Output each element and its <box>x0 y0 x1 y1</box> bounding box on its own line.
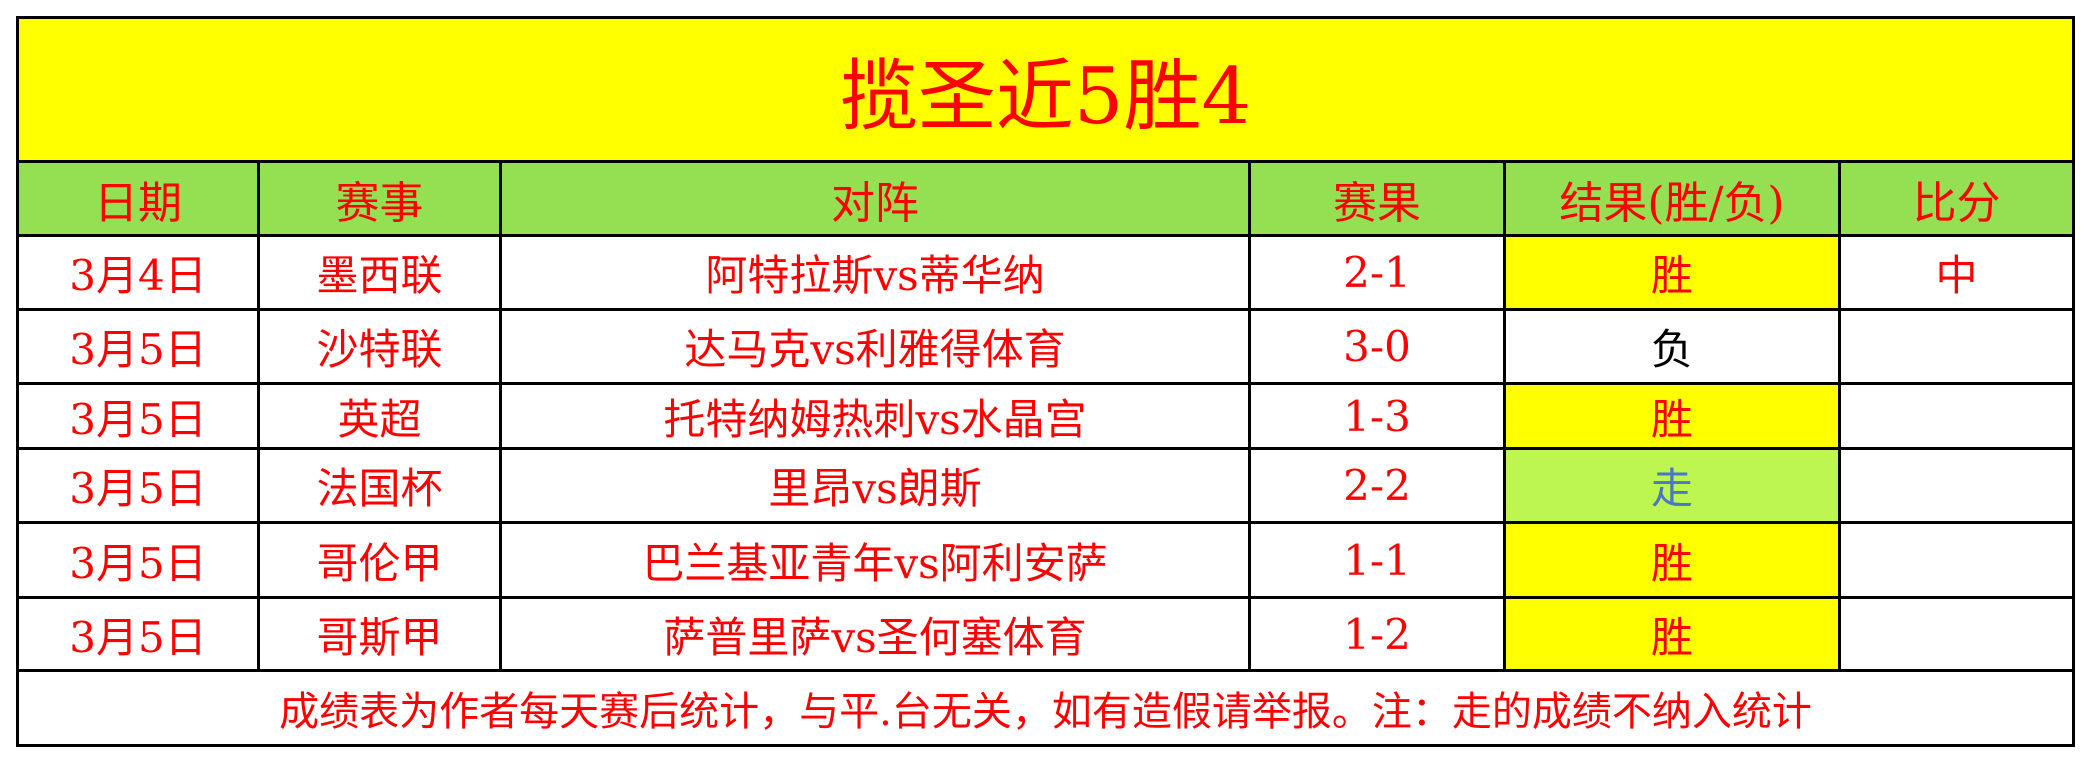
cell-league: 哥伦甲 <box>257 521 502 599</box>
cell-date: 3月5日 <box>16 308 260 385</box>
table-row: 3月5日 英超 托特纳姆热刺vs水晶宫 1-3 胜 <box>16 382 2076 450</box>
cell-date: 3月5日 <box>16 596 260 672</box>
cell-result: 走 <box>1503 447 1841 524</box>
table-row: 3月5日 沙特联 达马克vs利雅得体育 3-0 负 <box>16 308 2076 385</box>
cell-match: 巴兰基亚青年vs阿利安萨 <box>499 521 1251 599</box>
cell-match: 阿特拉斯vs蒂华纳 <box>499 234 1251 311</box>
cell-score: 2-2 <box>1248 447 1506 524</box>
header-match: 对阵 <box>499 160 1251 237</box>
cell-match: 达马克vs利雅得体育 <box>499 308 1251 385</box>
header-league: 赛事 <box>257 160 502 237</box>
table-row: 3月5日 法国杯 里昂vs朗斯 2-2 走 <box>16 447 2076 524</box>
cell-score: 2-1 <box>1248 234 1506 311</box>
cell-score: 3-0 <box>1248 308 1506 385</box>
cell-score: 1-2 <box>1248 596 1506 672</box>
cell-result: 胜 <box>1503 596 1841 672</box>
cell-score: 1-3 <box>1248 382 1506 450</box>
cell-result: 胜 <box>1503 234 1841 311</box>
table-row: 3月4日 墨西联 阿特拉斯vs蒂华纳 2-1 胜中 <box>16 234 2076 311</box>
table-row: 3月5日 哥斯甲 萨普里萨vs圣何塞体育 1-2 胜 <box>16 596 2076 672</box>
cell-match: 托特纳姆热刺vs水晶宫 <box>499 382 1251 450</box>
cell-league: 英超 <box>257 382 502 450</box>
cell-score: 1-1 <box>1248 521 1506 599</box>
header-score: 赛果 <box>1248 160 1506 237</box>
cell-match: 里昂vs朗斯 <box>499 447 1251 524</box>
cell-pick <box>1837 382 2076 450</box>
header-result: 结果(胜/负) <box>1503 160 1841 237</box>
results-table: 揽圣近5胜4 日期 赛事 对阵 赛果 结果(胜/负) 比分 3月4日 墨西联 阿特拉… <box>15 16 2076 747</box>
cell-result: 负 <box>1503 308 1841 385</box>
cell-league: 哥斯甲 <box>257 596 502 672</box>
cell-result: 胜 <box>1503 521 1841 599</box>
header-row: 日期 赛事 对阵 赛果 结果(胜/负) 比分 <box>16 160 2076 237</box>
header-date: 日期 <box>16 160 260 237</box>
cell-match: 萨普里萨vs圣何塞体育 <box>499 596 1251 672</box>
cell-date: 3月5日 <box>16 521 260 599</box>
cell-pick <box>1837 521 2076 599</box>
table-title: 揽圣近5胜4 <box>15 16 2076 163</box>
cell-league: 法国杯 <box>257 447 502 524</box>
cell-pick <box>1837 308 2076 385</box>
header-pick: 比分 <box>1837 160 2076 237</box>
cell-pick: 中 <box>1837 234 2076 311</box>
table-row: 3月5日 哥伦甲 巴兰基亚青年vs阿利安萨 1-1 胜 <box>16 521 2076 599</box>
footer-note: 成绩表为作者每天赛后统计，与平.台无关，如有造假请举报。注：走的成绩不纳入统计 <box>15 669 2076 747</box>
cell-league: 沙特联 <box>257 308 502 385</box>
cell-date: 3月5日 <box>16 382 260 450</box>
cell-result: 胜 <box>1503 382 1841 450</box>
cell-pick <box>1837 447 2076 524</box>
cell-pick <box>1837 596 2076 672</box>
cell-league: 墨西联 <box>257 234 502 311</box>
cell-date: 3月4日 <box>16 234 260 311</box>
cell-date: 3月5日 <box>16 447 260 524</box>
